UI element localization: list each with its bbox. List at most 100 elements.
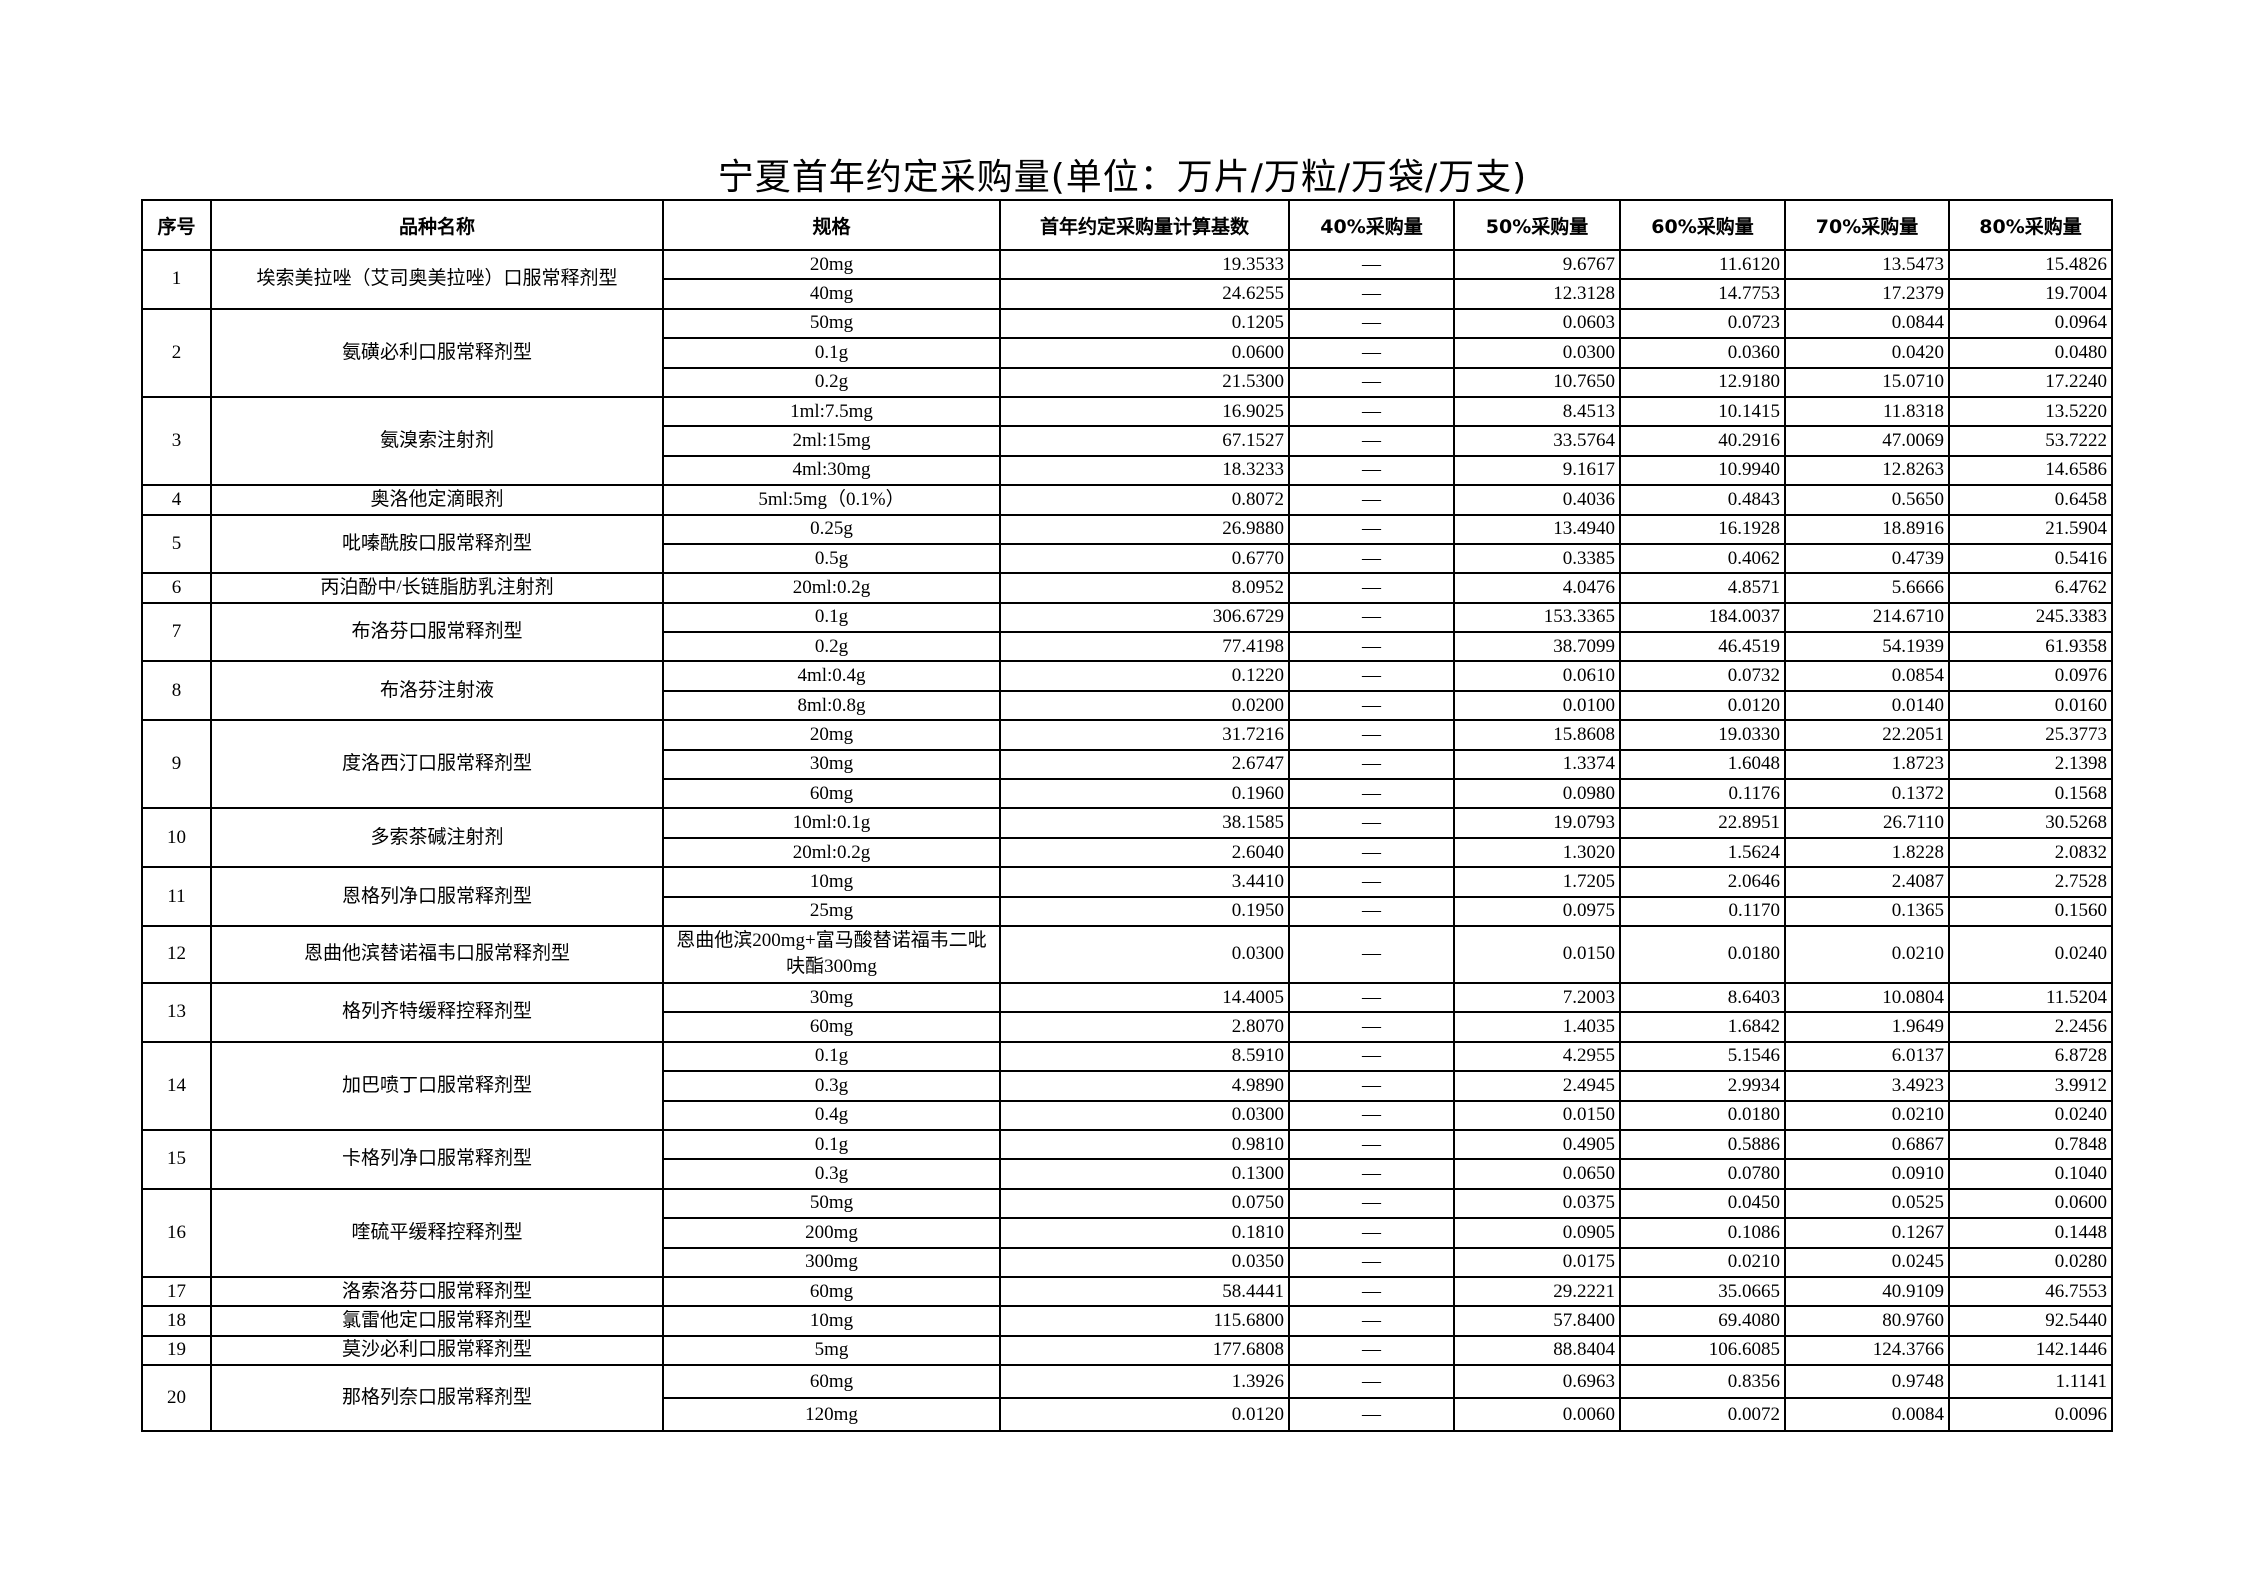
header-50: 50%采购量 (1453, 199, 1621, 251)
cell-pct-50: 0.0100 (1453, 689, 1621, 722)
cell-pct-70: 1.8723 (1784, 748, 1950, 781)
cell-pct-60: 69.4080 (1619, 1305, 1786, 1337)
cell-pct-50: 0.0300 (1453, 337, 1621, 369)
cell-pct-60: 40.2916 (1619, 425, 1786, 457)
table-row: 10 多索茶碱注射剂 10ml:0.1g 38.1585—19.0793 22.8951… (141, 807, 2113, 869)
cell-pct-70: 0.9748 (1784, 1364, 1950, 1400)
header-60: 60%采购量 (1619, 199, 1786, 251)
cell-pct-60: 0.1170 (1619, 895, 1786, 927)
cell-spec: 300mg (662, 1246, 1001, 1278)
cell-spec: 8ml:0.8g (662, 689, 1001, 722)
cell-pct-60: 1.6842 (1619, 1011, 1786, 1043)
cell-drug-name: 洛索洛芬口服常释剂型 (210, 1275, 664, 1308)
cell-pct-70: 1.8228 (1784, 836, 1950, 869)
cell-pct-70: 0.0210 (1784, 924, 1950, 984)
cell-base: 14.4005 (999, 981, 1290, 1014)
cell-pct-80: 142.1446 (1948, 1334, 2113, 1367)
table-row: 1 埃索美拉唑（艾司奥美拉唑）口服常释剂型 20mg 19.3533—9.6767 11… (141, 248, 2113, 310)
cell-pct-70: 5.6666 (1784, 572, 1950, 604)
cell-base: 18.3233 (999, 454, 1290, 487)
cell-base: 3.4410 (999, 866, 1290, 898)
cell-pct-60: 1.5624 (1619, 836, 1786, 869)
cell-spec: 5mg (662, 1334, 1001, 1367)
cell-pct-40: — (1288, 981, 1455, 1014)
cell-spec: 2ml:15mg (662, 425, 1001, 457)
cell-pct-70: 54.1939 (1784, 631, 1950, 663)
cell-no: 9 (141, 719, 212, 810)
cell-pct-50: 88.8404 (1453, 1334, 1621, 1367)
cell-no: 4 (141, 484, 212, 516)
cell-pct-40: — (1288, 1364, 1455, 1400)
cell-base: 0.6770 (999, 542, 1290, 575)
cell-pct-50: 0.0150 (1453, 924, 1621, 984)
cell-base: 0.0600 (999, 337, 1290, 369)
table-row: 16 喹硫平缓释控释剂型 50mg 0.0750—0.0375 0.0450 0.0525… (141, 1187, 2113, 1278)
cell-pct-40: — (1288, 366, 1455, 398)
cell-pct-70: 214.6710 (1784, 601, 1950, 634)
cell-drug-name: 卡格列净口服常释剂型 (210, 1128, 664, 1190)
cell-base: 77.4198 (999, 631, 1290, 663)
cell-pct-40: — (1288, 778, 1455, 810)
cell-pct-60: 1.6048 (1619, 748, 1786, 781)
cell-spec: 0.1g (662, 1128, 1001, 1161)
cell-base: 21.5300 (999, 366, 1290, 398)
cell-pct-60: 0.1086 (1619, 1217, 1786, 1249)
cell-pct-50: 0.0175 (1453, 1246, 1621, 1278)
cell-spec: 30mg (662, 748, 1001, 781)
cell-pct-50: 1.4035 (1453, 1011, 1621, 1043)
cell-drug-name: 恩格列净口服常释剂型 (210, 866, 664, 927)
table-row: 4 奥洛他定滴眼剂 5ml:5mg（0.1%） 0.8072—0.4036 0.4843… (141, 484, 2113, 516)
cell-pct-50: 0.0060 (1453, 1397, 1621, 1433)
cell-spec: 60mg (662, 778, 1001, 810)
cell-spec: 0.1g (662, 601, 1001, 634)
cell-pct-70: 124.3766 (1784, 1334, 1950, 1367)
cell-pct-80: 0.0480 (1948, 337, 2113, 369)
cell-spec: 恩曲他滨200mg+富马酸替诺福韦二吡呋酯300mg (662, 924, 1001, 984)
cell-pct-70: 0.1372 (1784, 778, 1950, 810)
cell-pct-50: 10.7650 (1453, 366, 1621, 398)
cell-pct-80: 25.3773 (1948, 719, 2113, 751)
cell-pct-40: — (1288, 1334, 1455, 1367)
cell-spec: 10ml:0.1g (662, 807, 1001, 839)
cell-pct-40: — (1288, 1128, 1455, 1161)
table-row: 200mg 0.1810—0.0905 0.1086 0.1267 0.1448 (142, 1217, 2113, 1249)
cell-pct-80: 11.5204 (1948, 981, 2113, 1014)
cell-pct-60: 10.9940 (1619, 454, 1786, 487)
cell-pct-70: 3.4923 (1784, 1070, 1950, 1102)
cell-pct-40: — (1288, 1040, 1455, 1073)
cell-no: 18 (141, 1305, 212, 1337)
cell-pct-60: 0.5886 (1619, 1128, 1786, 1161)
cell-spec: 0.3g (662, 1070, 1001, 1102)
cell-pct-40: — (1288, 807, 1455, 839)
cell-pct-50: 0.3385 (1453, 542, 1621, 575)
cell-pct-40: — (1288, 601, 1455, 634)
cell-spec: 50mg (662, 307, 1001, 340)
table-row: 0.2g 77.4198—38.7099 46.4519 54.1939 61.9358 (142, 631, 2113, 663)
cell-pct-40: — (1288, 1011, 1455, 1043)
table-row: 0.3g 4.9890—2.4945 2.9934 3.4923 3.9912 (142, 1070, 2113, 1102)
cell-base: 24.6255 (999, 278, 1290, 310)
cell-spec: 30mg (662, 981, 1001, 1014)
cell-pct-70: 18.8916 (1784, 513, 1950, 545)
cell-no: 5 (141, 513, 212, 575)
table-row: 2 氨磺必利口服常释剂型 50mg 0.1205—0.0603 0.0723 0.0844… (141, 307, 2113, 398)
cell-pct-60: 46.4519 (1619, 631, 1786, 663)
header-40: 40%采购量 (1288, 199, 1455, 251)
cell-pct-60: 22.8951 (1619, 807, 1786, 839)
cell-pct-80: 46.7553 (1948, 1275, 2113, 1308)
cell-pct-40: — (1288, 660, 1455, 692)
cell-pct-70: 0.6867 (1784, 1128, 1950, 1161)
cell-pct-80: 6.8728 (1948, 1040, 2113, 1073)
table-row: 60mg 2.8070—1.4035 1.6842 1.9649 2.2456 (142, 1011, 2113, 1043)
table-row: 0.2g 21.5300—10.7650 12.9180 15.0710 17.2240 (142, 366, 2113, 398)
cell-spec: 10mg (662, 866, 1001, 898)
cell-pct-80: 2.0832 (1948, 836, 2113, 869)
table-row: 9 度洛西汀口服常释剂型 20mg 31.7216—15.8608 19.0330 22.… (141, 719, 2113, 810)
cell-pct-40: — (1288, 689, 1455, 722)
cell-base: 4.9890 (999, 1070, 1290, 1102)
cell-pct-80: 0.0280 (1948, 1246, 2113, 1278)
cell-pct-80: 61.9358 (1948, 631, 2113, 663)
cell-pct-80: 30.5268 (1948, 807, 2113, 839)
cell-base: 67.1527 (999, 425, 1290, 457)
cell-pct-50: 2.4945 (1453, 1070, 1621, 1102)
